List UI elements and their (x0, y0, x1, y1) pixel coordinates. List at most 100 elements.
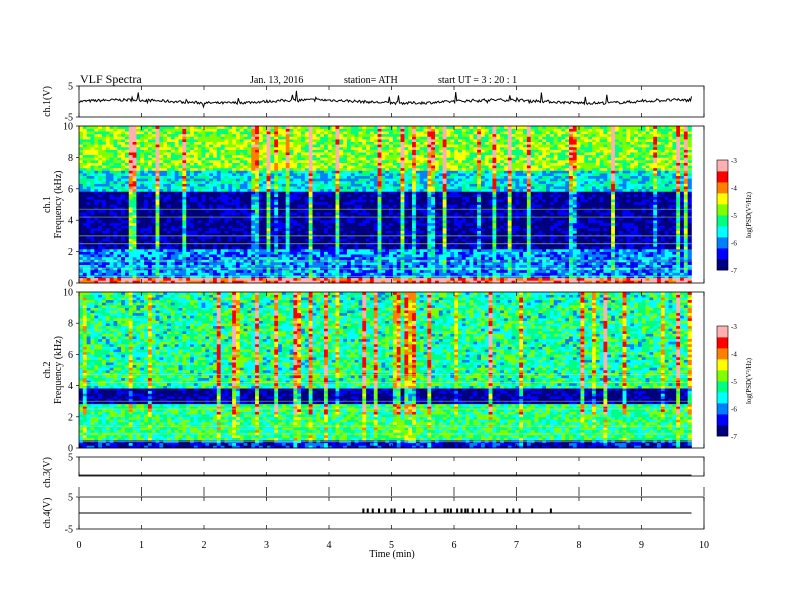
spectrogram-cell (492, 241, 497, 245)
spectrogram-cell (591, 225, 597, 229)
spectrogram-cell (289, 233, 294, 237)
spectrogram-cell (415, 222, 421, 226)
spectrogram-cell (611, 277, 616, 281)
spectrogram-cell (687, 277, 692, 281)
spectrogram-cell (224, 212, 229, 216)
spectrogram-cell (503, 233, 509, 237)
spectrogram-cell (358, 269, 363, 273)
spectrogram-cell (660, 243, 666, 247)
spectrogram-cell (546, 222, 551, 226)
spectrogram-cell (289, 243, 294, 247)
spectrogram-cell (369, 251, 375, 255)
spectrogram-cell (454, 233, 459, 237)
spectrogram-cell (530, 243, 535, 247)
spectrogram-cell (680, 204, 685, 208)
spectrogram-cell (626, 212, 631, 216)
spectrogram-cell (178, 264, 183, 268)
spectrogram-cell (278, 214, 283, 218)
spectrogram-cell (438, 222, 443, 226)
spectrogram-cell (293, 201, 298, 205)
spectrogram-cell (262, 251, 267, 255)
spectrogram-cell (683, 217, 688, 221)
spectrogram-cell (201, 248, 206, 252)
spectrogram-cell (243, 235, 248, 239)
spectrogram-cell (484, 222, 489, 226)
spectrogram-cell (664, 220, 669, 224)
spectrogram-cell (572, 272, 577, 276)
spectrogram-cell (660, 256, 666, 260)
spectrogram-cell (442, 209, 447, 213)
spectrogram-cell (266, 280, 271, 284)
spectrogram-cell (511, 217, 516, 221)
spectrogram-cell (622, 272, 627, 276)
spectrogram-cell (151, 225, 156, 229)
spectrogram-cell (285, 201, 290, 205)
spectrogram-cell (465, 264, 470, 268)
spectrogram-cell (362, 241, 367, 245)
spectrogram-cell (159, 256, 164, 260)
spectrogram-cell (450, 254, 455, 258)
spectrogram-cell (297, 277, 302, 281)
spectrogram-cell (649, 204, 654, 208)
spectrogram-cell (285, 214, 290, 218)
spectrogram-cell (500, 280, 505, 284)
spectrogram-cell (312, 264, 317, 268)
spectrogram-cell (511, 264, 516, 268)
spectrogram-cell (86, 212, 91, 216)
spectrogram-cell (151, 233, 156, 237)
spectrogram-cell (385, 238, 390, 242)
spectrogram-cell (423, 272, 428, 276)
spectrogram-cell (446, 262, 451, 265)
spectrogram-cell (611, 248, 616, 252)
spectrogram-cell (668, 220, 673, 224)
spectrogram-cell (611, 212, 616, 216)
spectrogram-cell (205, 204, 210, 208)
spectrogram-cell (607, 209, 612, 213)
spectrogram-cell (595, 248, 600, 252)
spectrogram-cell (109, 262, 114, 265)
spectrogram-cell (262, 209, 267, 213)
spectrogram-cell (591, 254, 597, 258)
spectrogram-cell (301, 207, 306, 211)
spectrogram-cell (385, 277, 390, 281)
spectrogram-cell (124, 256, 130, 260)
spectrogram-cell (82, 248, 87, 252)
spectrogram-cell (94, 246, 99, 250)
spectrogram-cell (320, 262, 325, 265)
spectrogram-cell (645, 217, 650, 221)
spectrogram-cell (258, 277, 264, 281)
spectrogram-cell (618, 233, 623, 237)
spectrogram-cell (255, 204, 260, 208)
spectrogram-cell (423, 241, 428, 245)
spectrogram-cell (542, 222, 547, 226)
spectrogram-cell (301, 214, 306, 218)
spectrogram-cell (653, 241, 658, 245)
spectrogram-cell (614, 235, 620, 239)
spectrogram-cell (500, 254, 505, 258)
spectrogram-cell (404, 207, 409, 211)
spectrogram-cell (557, 262, 562, 265)
spectrogram-cell (668, 217, 673, 221)
spectrogram-cell (316, 201, 321, 205)
spectrogram-cell (607, 204, 612, 208)
spectrogram-cell (649, 262, 654, 265)
spectrogram-cell (101, 246, 107, 250)
spectrogram-cell (542, 209, 547, 213)
spectrogram-cell (511, 204, 516, 208)
spectrogram-cell (546, 217, 551, 221)
spectrogram-cell (174, 264, 179, 268)
spectrogram-cell (457, 272, 463, 276)
spectrogram-cell (450, 243, 455, 247)
spectrogram-cell (320, 233, 325, 237)
spectrogram-cell (607, 220, 612, 224)
spectrogram-cell (412, 209, 417, 213)
spectrogram-cell (316, 225, 321, 229)
spectrogram-cell (473, 238, 478, 242)
spectrogram-cell (155, 241, 160, 245)
spectrogram-cell (477, 214, 482, 218)
spectrogram-cell (151, 228, 156, 231)
spectrogram-cell (603, 222, 608, 226)
spectrogram-cell (270, 235, 275, 239)
spectrogram-cell (465, 277, 470, 281)
spectrogram-cell (101, 256, 107, 260)
